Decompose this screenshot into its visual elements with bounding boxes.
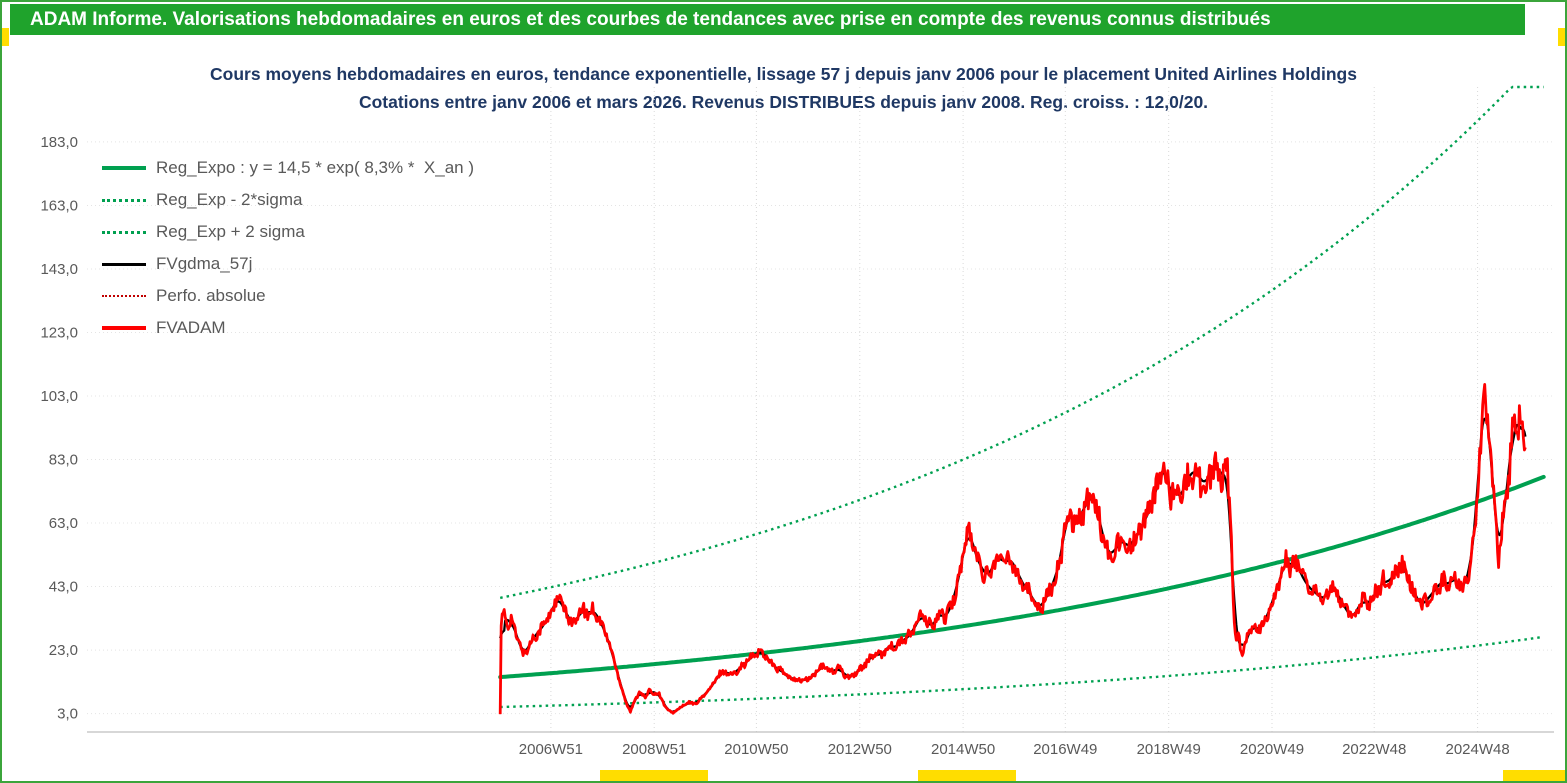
x-axis-tick-label: 2014W50 <box>931 741 995 758</box>
x-axis-tick-label: 2016W49 <box>1033 741 1097 758</box>
header-banner: ADAM Informe. Valorisations hebdomadaire… <box>10 4 1525 35</box>
y-axis-tick-label: 123,0 <box>40 325 78 342</box>
y-axis-tick-label: 3,0 <box>57 706 78 723</box>
legend-label: Reg_Exp - 2*sigma <box>156 190 303 209</box>
legend-item-plus-2-sigma[interactable]: Reg_Exp + 2 sigma <box>102 216 474 248</box>
red-solid-line-swatch-icon <box>102 326 146 330</box>
y-axis-tick-label: 163,0 <box>40 198 78 215</box>
chart-legend: Reg_Expo : y = 14,5 * exp( 8,3% * X_an )… <box>102 152 474 344</box>
x-axis-tick-label: 2018W49 <box>1137 741 1201 758</box>
green-dotted-line-swatch-icon <box>102 198 146 202</box>
fvadam-line <box>498 383 1527 715</box>
yellow-edge-accent-bottom-3 <box>1503 770 1565 781</box>
x-axis-tick-label: 2020W49 <box>1240 741 1304 758</box>
legend-item-minus-2-sigma[interactable]: Reg_Exp - 2*sigma <box>102 184 474 216</box>
y-axis-tick-label: 83,0 <box>49 452 78 469</box>
y-axis-tick-label: 183,0 <box>40 134 78 151</box>
chart-title: Cours moyens hebdomadaires en euros, ten… <box>210 64 1357 84</box>
legend-label: Perfo. absolue <box>156 286 266 305</box>
legend-label: Reg_Expo : y = 14,5 * exp( 8,3% * X_an ) <box>156 158 474 177</box>
legend-label: FVgdma_57j <box>156 254 253 273</box>
y-axis-tick-label: 23,0 <box>49 642 78 659</box>
red-dotted-line-swatch-icon <box>102 295 146 297</box>
legend-label: FVADAM <box>156 318 226 337</box>
chart-subtitle: Cotations entre janv 2006 et mars 2026. … <box>358 92 1209 112</box>
yellow-edge-accent-left <box>2 28 9 46</box>
x-axis-tick-label: 2012W50 <box>828 741 892 758</box>
x-axis-tick-label: 2008W51 <box>622 741 686 758</box>
legend-item-fvgdma[interactable]: FVgdma_57j <box>102 248 474 280</box>
x-axis-tick-label: 2010W50 <box>724 741 788 758</box>
green-dotted-line-swatch-icon <box>102 230 146 234</box>
yellow-edge-accent-bottom-2 <box>918 770 1016 781</box>
legend-item-fvadam[interactable]: FVADAM <box>102 312 474 344</box>
lower-sigma-band-line <box>500 635 1544 709</box>
legend-item-reg-expo[interactable]: Reg_Expo : y = 14,5 * exp( 8,3% * X_an ) <box>102 152 474 184</box>
x-axis-tick-label: 2006W51 <box>519 741 583 758</box>
y-axis-tick-label: 43,0 <box>49 579 78 596</box>
y-axis-tick-label: 143,0 <box>40 261 78 278</box>
yellow-edge-accent-right <box>1558 28 1565 46</box>
legend-label: Reg_Exp + 2 sigma <box>156 222 305 241</box>
yellow-edge-accent-bottom-1 <box>600 770 708 781</box>
exponential-trend-line <box>498 474 1546 680</box>
y-axis-tick-label: 103,0 <box>40 388 78 405</box>
y-axis-tick-label: 63,0 <box>49 515 78 532</box>
upper-sigma-band-line <box>499 85 1544 600</box>
green-solid-line-swatch-icon <box>102 166 146 170</box>
black-solid-line-swatch-icon <box>102 262 146 266</box>
x-axis-tick-label: 2024W48 <box>1445 741 1509 758</box>
legend-item-perfo-absolue[interactable]: Perfo. absolue <box>102 280 474 312</box>
header-title: ADAM Informe. Valorisations hebdomadaire… <box>30 9 1271 30</box>
x-axis-tick-label: 2022W48 <box>1342 741 1406 758</box>
